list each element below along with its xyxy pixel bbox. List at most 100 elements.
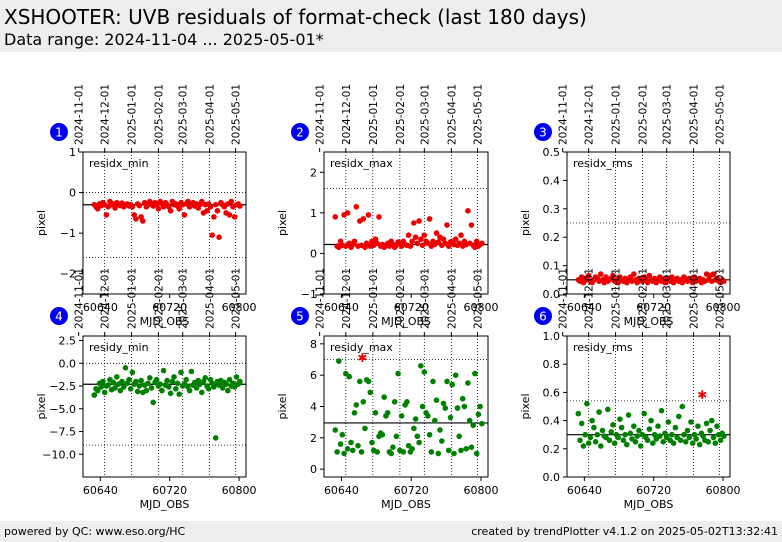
data-point — [452, 372, 459, 379]
data-point — [688, 419, 694, 425]
data-point — [400, 449, 407, 455]
date-tick-label: 2024-11-01 — [558, 84, 570, 145]
data-point — [627, 430, 634, 437]
data-point — [419, 242, 426, 249]
x-axis-label: MJD_OBS — [381, 498, 431, 511]
date-tick-label: 2024-12-01 — [584, 84, 596, 145]
data-point — [676, 413, 682, 420]
axes-frame — [323, 151, 489, 295]
data-point — [202, 375, 209, 381]
date-tick-label: 2025-03-01 — [178, 268, 190, 329]
data-point — [454, 405, 461, 411]
data-point — [461, 403, 468, 410]
data-point — [186, 387, 193, 394]
date-tick-label: 2024-12-01 — [341, 268, 353, 329]
date-tick-label: 2025-03-01 — [662, 268, 674, 329]
data-point — [472, 370, 478, 377]
data-point — [693, 436, 699, 442]
date-tick-label: 2025-05-01 — [715, 84, 727, 145]
data-point — [624, 441, 630, 448]
data-point — [374, 449, 381, 455]
data-point — [611, 440, 618, 447]
data-point — [101, 389, 108, 396]
data-point — [709, 417, 715, 424]
data-point — [376, 214, 382, 220]
data-point — [136, 202, 143, 209]
data-point — [669, 431, 675, 438]
data-point — [367, 389, 374, 396]
data-point — [458, 447, 464, 454]
panel-number: 2 — [296, 126, 304, 140]
data-point — [143, 387, 150, 394]
data-point — [608, 429, 614, 435]
data-point — [369, 439, 375, 446]
data-point — [683, 439, 689, 445]
y-tick-label: 0.0 — [543, 471, 561, 484]
data-point — [358, 449, 365, 455]
data-point — [188, 368, 195, 375]
data-point — [703, 420, 710, 427]
x-tick-label: 60640 — [324, 301, 359, 314]
data-point — [100, 378, 106, 385]
data-point — [677, 437, 684, 444]
data-point — [681, 431, 687, 438]
y-tick-label: 0.3 — [543, 203, 561, 216]
date-tick-label: 2025-02-01 — [395, 84, 407, 145]
y-tick-label: 0.4 — [543, 174, 561, 187]
panel-number-badge — [291, 307, 309, 325]
parameter-label: residy_rms — [573, 341, 633, 354]
data-point — [577, 437, 583, 444]
data-point — [127, 386, 134, 392]
data-point — [650, 440, 656, 447]
y-tick-label: 0.2 — [543, 231, 561, 244]
data-point — [416, 218, 422, 224]
data-point — [421, 232, 428, 238]
data-point — [129, 204, 136, 210]
date-tick-label: 2024-12-01 — [100, 84, 112, 145]
x-tick-label: 60720 — [636, 484, 671, 497]
data-point — [183, 376, 189, 383]
chart-panel-1: −2 −1 0 1 60640 60720 60800 MJD_OBS pixel residx_… — [35, 84, 257, 328]
x-tick-label: 60800 — [464, 301, 499, 314]
data-point — [160, 367, 167, 374]
data-point — [696, 441, 703, 448]
x-tick-label: 60800 — [706, 484, 741, 497]
data-point — [212, 201, 219, 208]
y-tick-label: 0.0 — [543, 288, 561, 301]
data-point — [644, 437, 651, 444]
data-point — [477, 403, 483, 410]
date-tick-label: 2025-01-01 — [611, 268, 623, 329]
y-tick-label: −10.0 — [42, 448, 76, 461]
x-tick-label: 60720 — [152, 301, 187, 314]
data-point — [344, 210, 351, 216]
data-point — [695, 423, 701, 430]
data-point — [418, 363, 424, 369]
date-tick-label: 2024-12-01 — [100, 268, 112, 329]
data-point — [451, 450, 457, 457]
data-point — [670, 440, 677, 447]
data-point — [618, 424, 625, 431]
data-point — [444, 222, 450, 228]
data-point — [407, 243, 414, 249]
y-tick-label: 0.0 — [59, 357, 77, 370]
data-point — [103, 212, 110, 218]
data-point — [393, 433, 400, 440]
outlier-marker: ✱ — [357, 351, 367, 365]
y-tick-label: 1 — [310, 207, 317, 220]
data-point — [145, 380, 151, 387]
report-footer: powered by QC: www.eso.org/HC created by… — [0, 521, 782, 542]
data-point — [133, 216, 139, 222]
axes-frame — [82, 335, 247, 478]
data-point — [425, 413, 431, 419]
data-point — [594, 431, 601, 438]
date-tick-label: 2025-02-01 — [637, 268, 649, 329]
y-tick-label: 0.6 — [543, 386, 561, 399]
x-tick-label: 60640 — [567, 484, 602, 497]
parameter-label: residy_min — [89, 341, 149, 354]
data-point — [147, 375, 153, 381]
data-point — [662, 430, 668, 437]
data-point — [98, 384, 104, 390]
panel-number: 6 — [539, 310, 547, 324]
data-point — [580, 443, 587, 449]
date-tick-label: 2025-03-01 — [419, 84, 431, 145]
